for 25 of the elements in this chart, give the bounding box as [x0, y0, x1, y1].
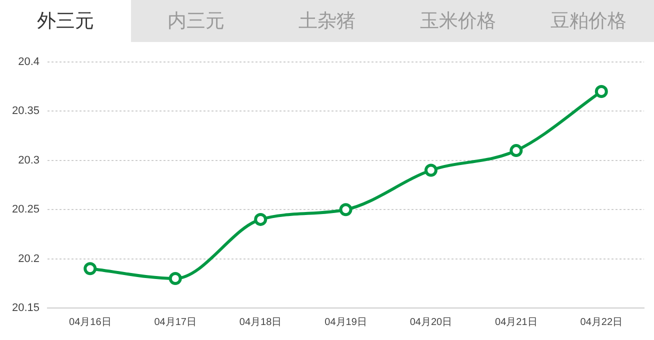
- x-tick-label: 04月17日: [154, 316, 196, 328]
- point: [510, 144, 523, 158]
- point: [84, 262, 97, 276]
- point: [339, 203, 352, 216]
- x-tick-label: 04月20日: [410, 316, 452, 328]
- text: 玉米价格: [418, 9, 497, 34]
- x-tick-label: 04月19日: [324, 316, 367, 328]
- point: [168, 272, 182, 285]
- y-tick-label: 20.2: [18, 252, 40, 265]
- text: 内三元: [166, 9, 226, 34]
- x-tick-label: 04月18日: [239, 316, 282, 328]
- point: [254, 212, 268, 226]
- y-tick-label: 20.15: [12, 302, 40, 314]
- text: 豆粕价格: [550, 9, 628, 34]
- text: 土杂猪: [297, 9, 356, 34]
- y-tick-label: 20.25: [12, 204, 40, 216]
- point: [594, 85, 608, 98]
- chart-title: 外三元: [0, 0, 131, 42]
- y-tick-label: 20.35: [12, 105, 40, 118]
- x-tick-label: 04月22日: [580, 316, 623, 328]
- x-tick-label: 04月21日: [495, 316, 538, 328]
- point: [424, 164, 438, 177]
- y-tick-label: 20.4: [18, 56, 40, 68]
- y-tick-label: 20.3: [18, 154, 40, 166]
- x-tick-label: 04月16日: [69, 316, 112, 328]
